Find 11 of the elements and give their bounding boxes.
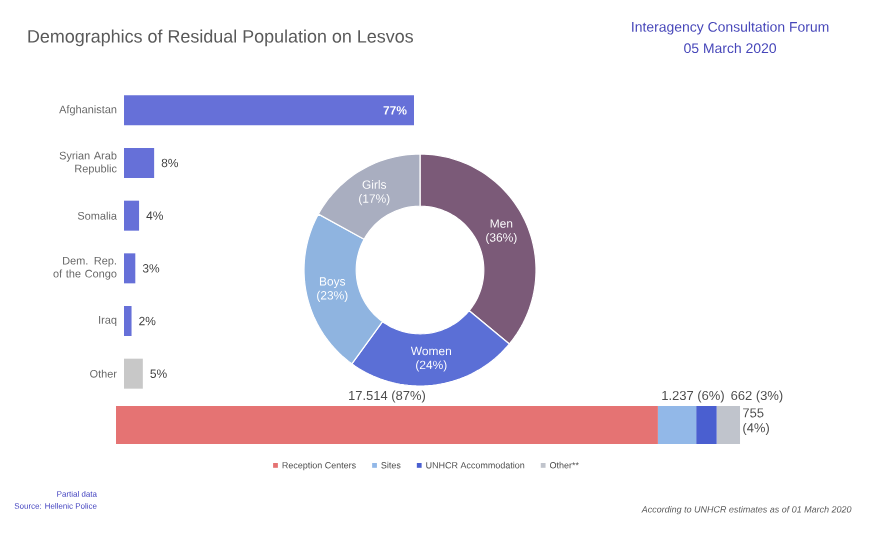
bar bbox=[657, 406, 697, 444]
bar bbox=[124, 200, 140, 231]
bar bbox=[716, 406, 741, 444]
bar bbox=[124, 306, 132, 337]
bar bbox=[696, 406, 717, 444]
chart-title: Demographics of Residual Population on Lesvos bbox=[28, 29, 413, 47]
bar bbox=[116, 406, 658, 444]
bar bbox=[124, 95, 414, 126]
bar bbox=[124, 358, 143, 389]
bar bbox=[124, 253, 136, 284]
bar bbox=[124, 148, 155, 179]
